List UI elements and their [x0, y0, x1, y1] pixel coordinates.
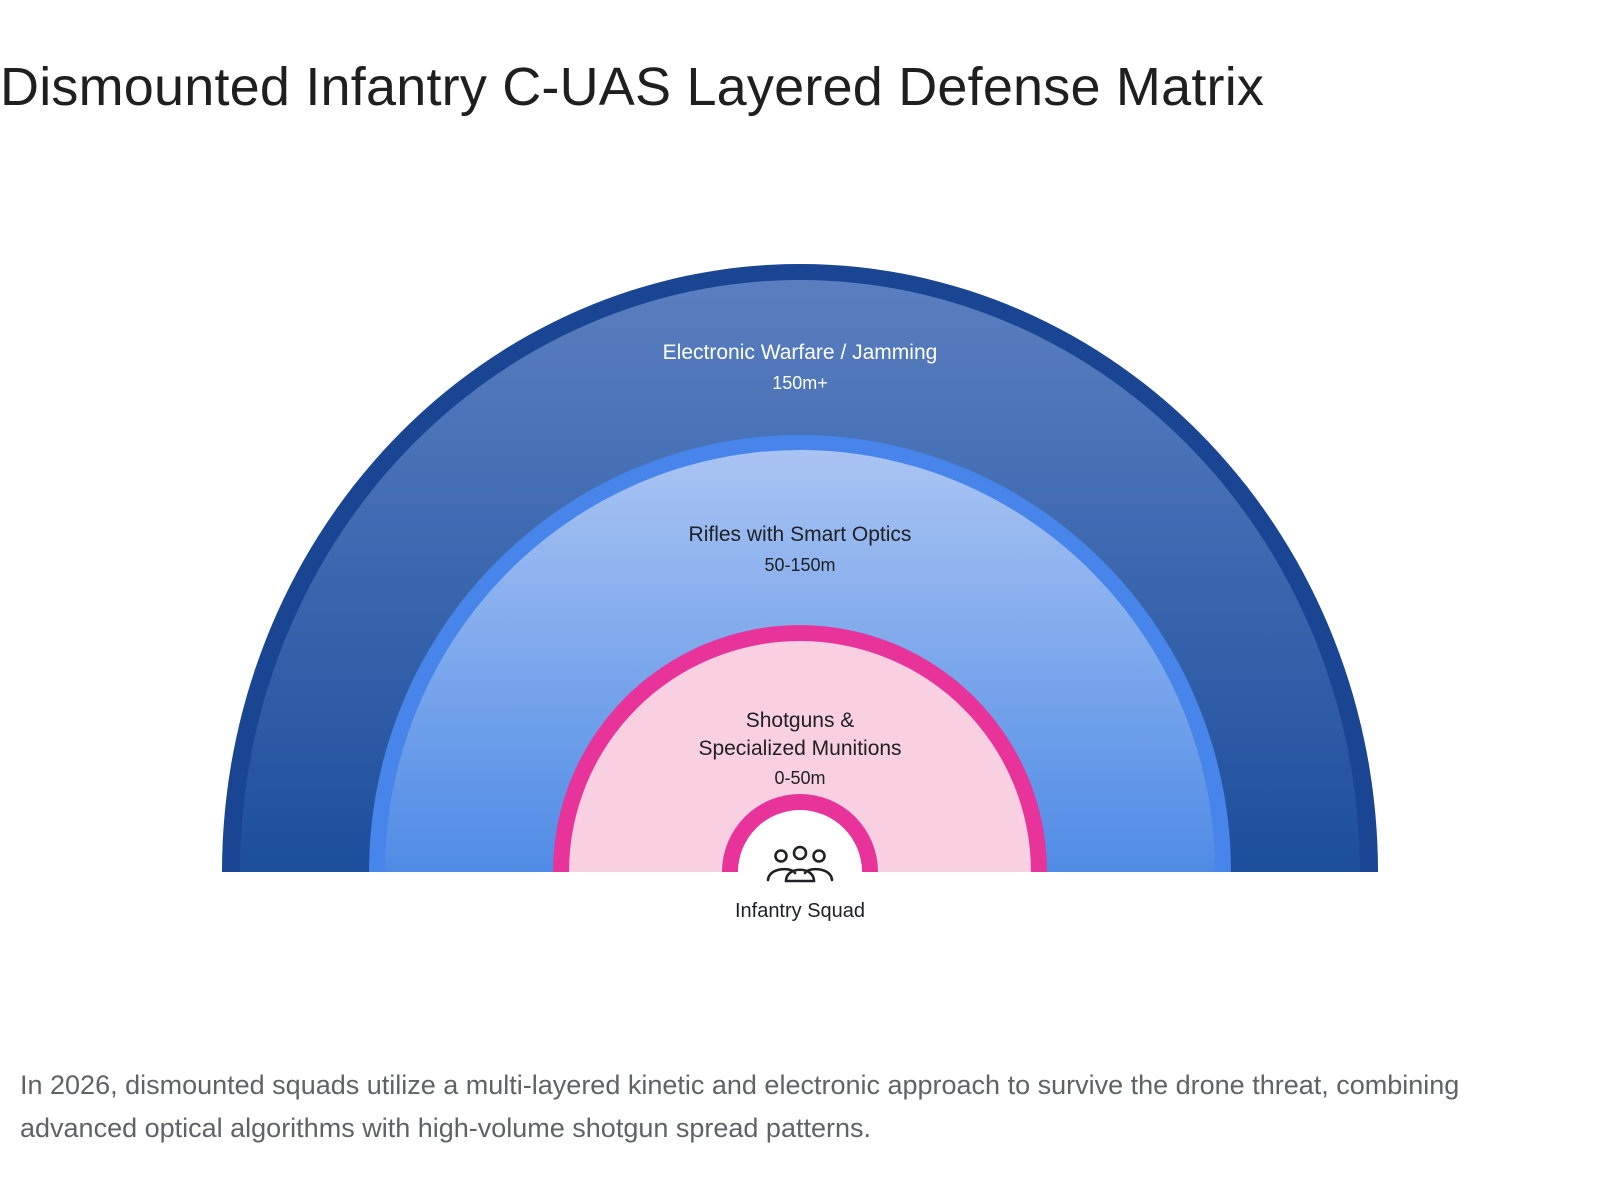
shotguns-layer-title-line1: Shotguns &: [746, 709, 855, 732]
rifles-layer-range: 50-150m: [764, 555, 835, 575]
caption-text: In 2026, dismounted squads utilize a mul…: [20, 1070, 1460, 1143]
squad-label: Infantry Squad: [735, 900, 865, 922]
group-icon: [766, 845, 834, 883]
shotguns-layer-fill: [569, 641, 1031, 872]
rifles-layer-title: Rifles with Smart Optics: [689, 523, 912, 546]
diagram-panel: Electronic Warfare / Jamming 150m+ Rifle…: [0, 160, 1600, 1020]
ew-layer-title: Electronic Warfare / Jamming: [663, 341, 938, 364]
page-title: Dismounted Infantry C-UAS Layered Defens…: [0, 57, 1265, 117]
ew-layer-range: 150m+: [772, 373, 828, 393]
squad-core: [738, 810, 862, 872]
shotguns-layer-title-line2: Specialized Munitions: [698, 737, 901, 760]
defense-layer-diagram: Electronic Warfare / Jamming 150m+ Rifle…: [222, 264, 1378, 922]
shotguns-layer-range: 0-50m: [774, 768, 825, 788]
